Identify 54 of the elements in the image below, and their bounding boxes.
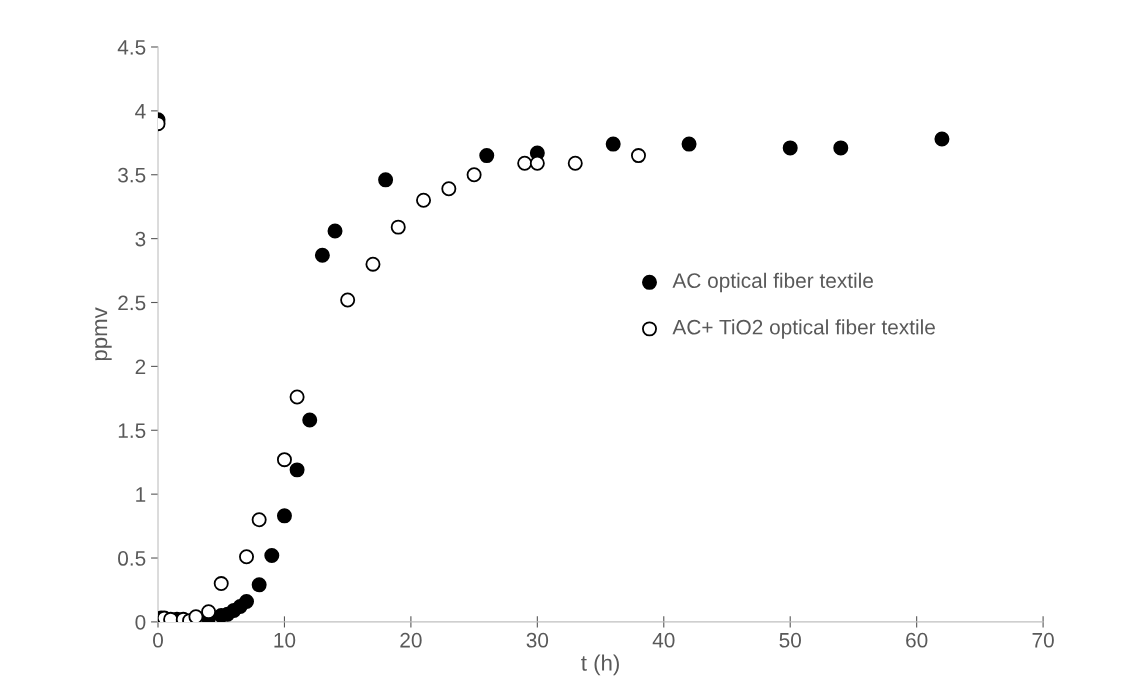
y-tick-label: 0: [135, 614, 146, 630]
y-tick-label: 3: [135, 231, 146, 247]
y-tick-label: 1.5: [118, 423, 146, 439]
point: [782, 140, 798, 156]
point: [188, 609, 204, 622]
point: [327, 223, 343, 239]
point: [314, 247, 330, 263]
point: [378, 172, 394, 188]
point: [934, 131, 950, 147]
point: [630, 148, 646, 164]
x-tick-label: 70: [1032, 632, 1054, 648]
y-tick-label: 2: [135, 359, 146, 374]
y-tick-label: 0.5: [118, 551, 146, 566]
point: [529, 155, 545, 171]
x-axis-title: t (h): [581, 654, 619, 676]
y-tick-label: 2.5: [118, 295, 146, 311]
x-tick-label: 10: [274, 632, 296, 648]
point: [251, 577, 267, 593]
point: [276, 508, 292, 524]
x-tick-label: 60: [906, 632, 928, 648]
y-axis-title: ppmv: [95, 307, 112, 361]
x-tick-label: 50: [779, 632, 801, 648]
point: [517, 155, 533, 171]
x-tick-label: 0: [153, 632, 163, 648]
x-tick-label: 30: [526, 632, 549, 648]
point: [302, 412, 318, 428]
point: [289, 462, 305, 478]
x-tick-label: 20: [400, 632, 422, 648]
point: [833, 140, 849, 156]
point: [681, 136, 697, 152]
point: [365, 256, 381, 272]
point: [567, 155, 583, 171]
point: [201, 604, 217, 620]
point: [390, 219, 406, 235]
legend-label: AC+ TiO2 optical fiber textile: [672, 319, 935, 339]
point: [441, 181, 457, 197]
point: [466, 167, 482, 183]
y-tick-label: 4: [135, 104, 146, 119]
point: [239, 549, 255, 565]
point: [276, 452, 292, 468]
point: [416, 192, 432, 208]
x-tick-label: 40: [652, 632, 675, 648]
point: [239, 593, 255, 609]
point: [289, 389, 305, 405]
point: [605, 136, 621, 152]
point: [479, 148, 495, 164]
point: [340, 292, 356, 308]
y-tick-label: 4.5: [117, 40, 146, 55]
point: [213, 576, 229, 592]
point: [251, 512, 267, 528]
y-tick-label: 3.5: [118, 167, 146, 183]
legend-label: AC optical fiber textile: [672, 272, 873, 293]
point: [264, 547, 280, 563]
y-tick-label: 1: [136, 487, 146, 502]
